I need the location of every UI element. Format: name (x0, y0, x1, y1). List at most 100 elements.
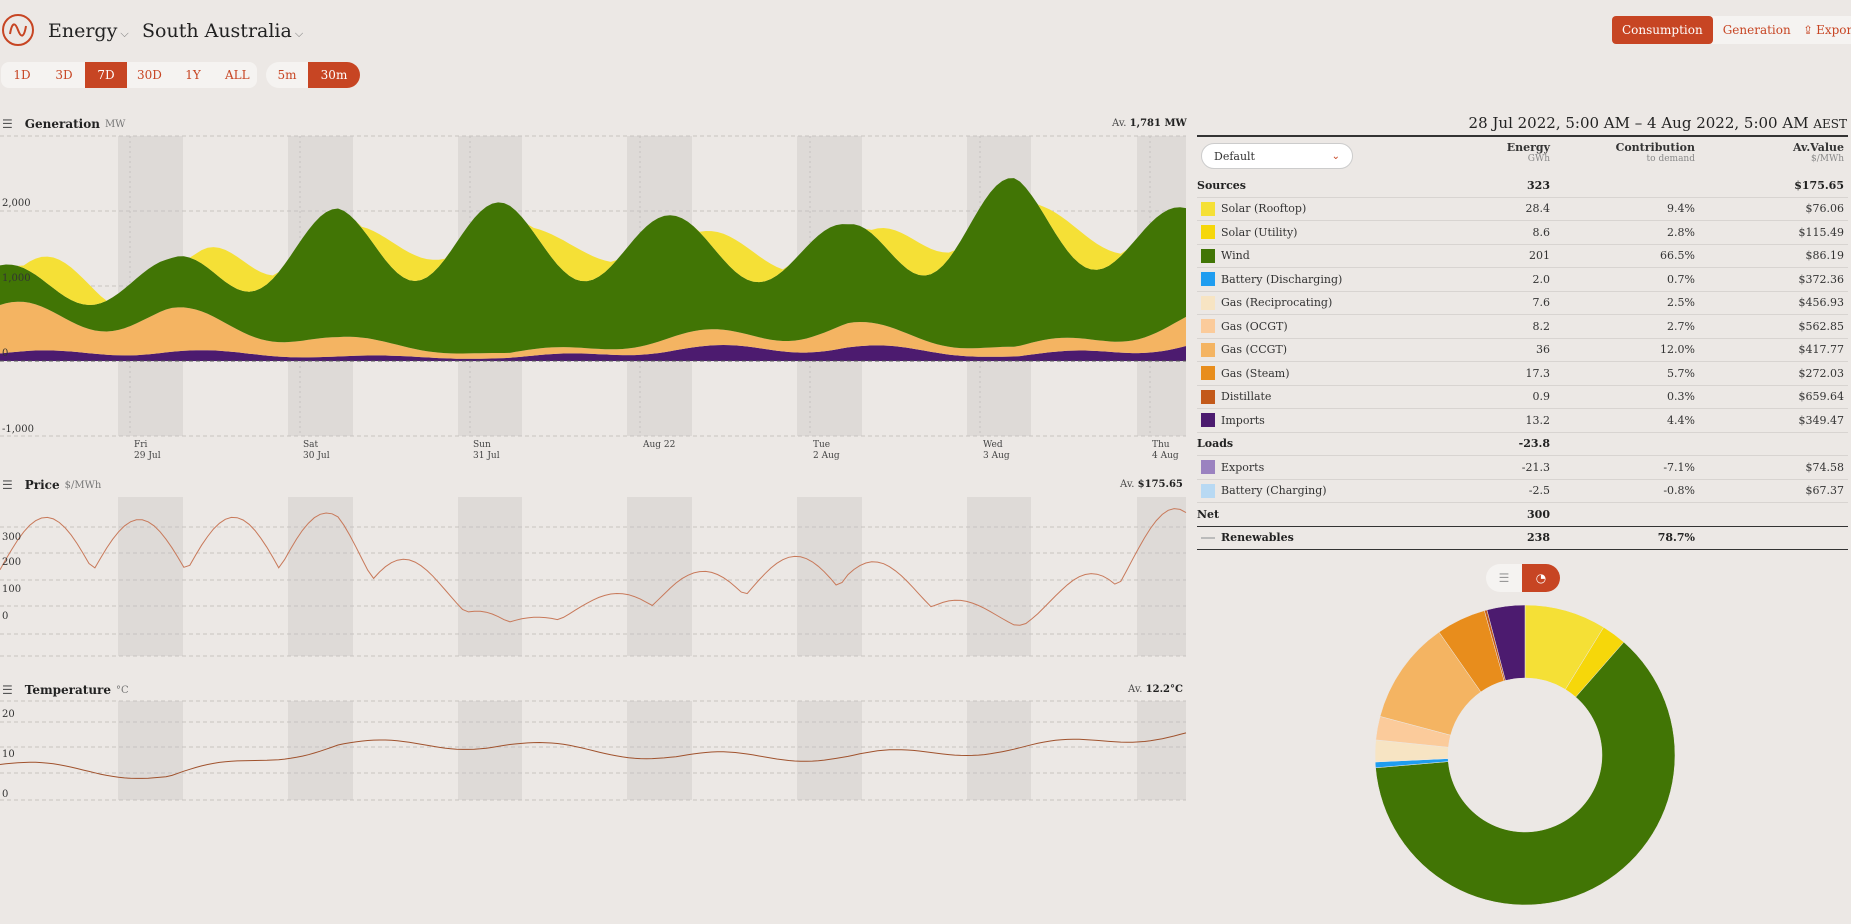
night-band (458, 701, 522, 800)
energy-cell: 323 (1527, 178, 1550, 192)
export-label: Export (1816, 23, 1851, 37)
range-7d[interactable]: 7D (85, 62, 127, 88)
value-cell: $372.36 (1798, 272, 1845, 286)
donut-slice-wind[interactable] (1375, 641, 1676, 906)
color-swatch (1201, 483, 1215, 498)
row-label: Wind (1221, 249, 1250, 263)
value-cell: $659.64 (1798, 390, 1845, 404)
night-band (118, 701, 183, 800)
avg-label: Av. (1120, 479, 1135, 490)
generation-average: Av. 1,781 MW (1112, 118, 1187, 129)
price-unit: $/MWh (64, 479, 102, 491)
row-label: Gas (OCGT) (1221, 319, 1288, 333)
menu-icon[interactable]: ☰ (2, 478, 13, 492)
contribution-cell: 12.0% (1660, 343, 1695, 357)
value-cell: $74.58 (1805, 460, 1845, 474)
app-logo[interactable] (2, 14, 34, 46)
summary-chart-toggle: ☰ ◔ (1486, 564, 1560, 592)
temperature-unit: °C (116, 684, 129, 696)
range-1y[interactable]: 1Y (185, 68, 201, 82)
summary-mode-select[interactable]: Default ⌄ (1201, 143, 1353, 169)
value-cell: $86.19 (1805, 249, 1845, 263)
table-row[interactable]: Gas (Reciprocating) 7.6 2.5% $456.93 (1197, 292, 1848, 315)
gen-ytick: -1,000 (2, 424, 35, 435)
price-ytick: 200 (2, 557, 22, 568)
generation-panel-header: ☰ Generation MW (2, 117, 125, 131)
interval-30m[interactable]: 30m (308, 62, 360, 88)
price-ytick: 100 (2, 584, 22, 595)
price-title: Price (24, 478, 60, 492)
range-3d[interactable]: 3D (55, 68, 73, 82)
section-selector[interactable]: Energy ⌵ (48, 20, 129, 42)
value-cell: $349.47 (1798, 413, 1845, 427)
row-label: Sources (1197, 178, 1246, 192)
share-icon: ⇪ (1803, 23, 1814, 37)
timezone: AEST (1813, 117, 1847, 131)
night-band (627, 497, 692, 656)
table-row[interactable]: Gas (CCGT) 36 12.0% $417.77 (1197, 339, 1848, 362)
renewables-row[interactable]: Renewables 238 78.7% (1197, 527, 1848, 550)
table-row[interactable]: Imports 13.2 4.4% $349.47 (1197, 409, 1848, 433)
table-row[interactable]: Solar (Rooftop) 28.4 9.4% $76.06 (1197, 198, 1848, 221)
contribution-cell: 0.7% (1667, 272, 1695, 286)
color-swatch (1201, 460, 1215, 475)
contribution-cell: 9.4% (1667, 202, 1695, 216)
table-row[interactable]: Solar (Utility) 8.6 2.8% $115.49 (1197, 221, 1848, 245)
table-row[interactable]: Gas (Steam) 17.3 5.7% $272.03 (1197, 362, 1848, 386)
menu-icon[interactable]: ☰ (2, 683, 13, 697)
color-swatch (1201, 201, 1215, 216)
value-cell: $562.85 (1798, 319, 1845, 333)
table-row[interactable]: Gas (OCGT) 8.2 2.7% $562.85 (1197, 315, 1848, 339)
loads-row[interactable]: Loads -23.8 (1197, 433, 1848, 456)
row-label: Gas (CCGT) (1221, 343, 1288, 357)
range-30d[interactable]: 30D (137, 68, 162, 82)
col-energy: Energy GWh (1506, 141, 1550, 164)
interval-5m[interactable]: 5m (277, 68, 297, 82)
contribution-cell: 2.8% (1667, 225, 1695, 239)
row-label: Exports (1221, 460, 1265, 474)
night-band (967, 701, 1031, 800)
table-row[interactable]: Battery (Discharging) 2.0 0.7% $372.36 (1197, 268, 1848, 292)
pie-chart-icon[interactable]: ◔ (1522, 564, 1560, 592)
temperature-title: Temperature (24, 683, 111, 697)
date-range: 28 Jul 2022, 5:00 AM – 4 Aug 2022, 5:00 … (1469, 114, 1847, 132)
net-row[interactable]: Net 300 (1197, 503, 1848, 527)
series-gas-ccgt- (0, 301, 1186, 359)
tab-generation[interactable]: Generation (1722, 23, 1791, 37)
sources-row[interactable]: Sources 323 $175.65 (1197, 174, 1848, 198)
energy-cell: 238 (1527, 531, 1550, 545)
tab-consumption[interactable]: Consumption (1612, 16, 1713, 44)
range-selector: 1D 3D 7D 30D 1Y ALL (1, 62, 257, 88)
value-cell: $175.65 (1794, 178, 1844, 192)
renewables-line-icon (1201, 536, 1215, 539)
interval-selector: 5m 30m (266, 62, 360, 88)
table-row[interactable]: Wind 201 66.5% $86.19 (1197, 245, 1848, 268)
color-swatch (1201, 295, 1215, 310)
price-line (0, 508, 1187, 626)
table-row[interactable]: Exports -21.3 -7.1% $74.58 (1197, 456, 1848, 480)
bar-chart-icon[interactable]: ☰ (1498, 571, 1510, 585)
row-label: Loads (1197, 437, 1234, 451)
contribution-cell: 2.5% (1667, 296, 1695, 310)
energy-cell: -21.3 (1521, 460, 1550, 474)
range-all[interactable]: ALL (225, 68, 250, 82)
row-label: Gas (Steam) (1221, 366, 1290, 380)
contribution-cell: 2.7% (1667, 319, 1695, 333)
charts-svg (0, 135, 1187, 801)
menu-icon[interactable]: ☰ (2, 117, 13, 131)
night-band (627, 701, 692, 800)
region-selector[interactable]: South Australia ⌵ (142, 20, 303, 42)
avg-label: Av. (1112, 118, 1127, 129)
row-label: Battery (Discharging) (1221, 272, 1343, 286)
table-row[interactable]: Battery (Charging) -2.5 -0.8% $67.37 (1197, 480, 1848, 503)
color-swatch (1201, 248, 1215, 263)
table-row[interactable]: Distillate 0.9 0.3% $659.64 (1197, 386, 1848, 409)
price-average: Av. $175.65 (1120, 479, 1183, 490)
temp-ytick: 20 (2, 709, 15, 720)
export-button[interactable]: ⇪Export (1793, 16, 1851, 44)
donut-slice-imports[interactable] (1486, 604, 1526, 681)
section-label: Energy (48, 20, 118, 42)
value-cell: $76.06 (1805, 202, 1845, 216)
range-1d[interactable]: 1D (13, 68, 31, 82)
series-wind (0, 178, 1186, 354)
